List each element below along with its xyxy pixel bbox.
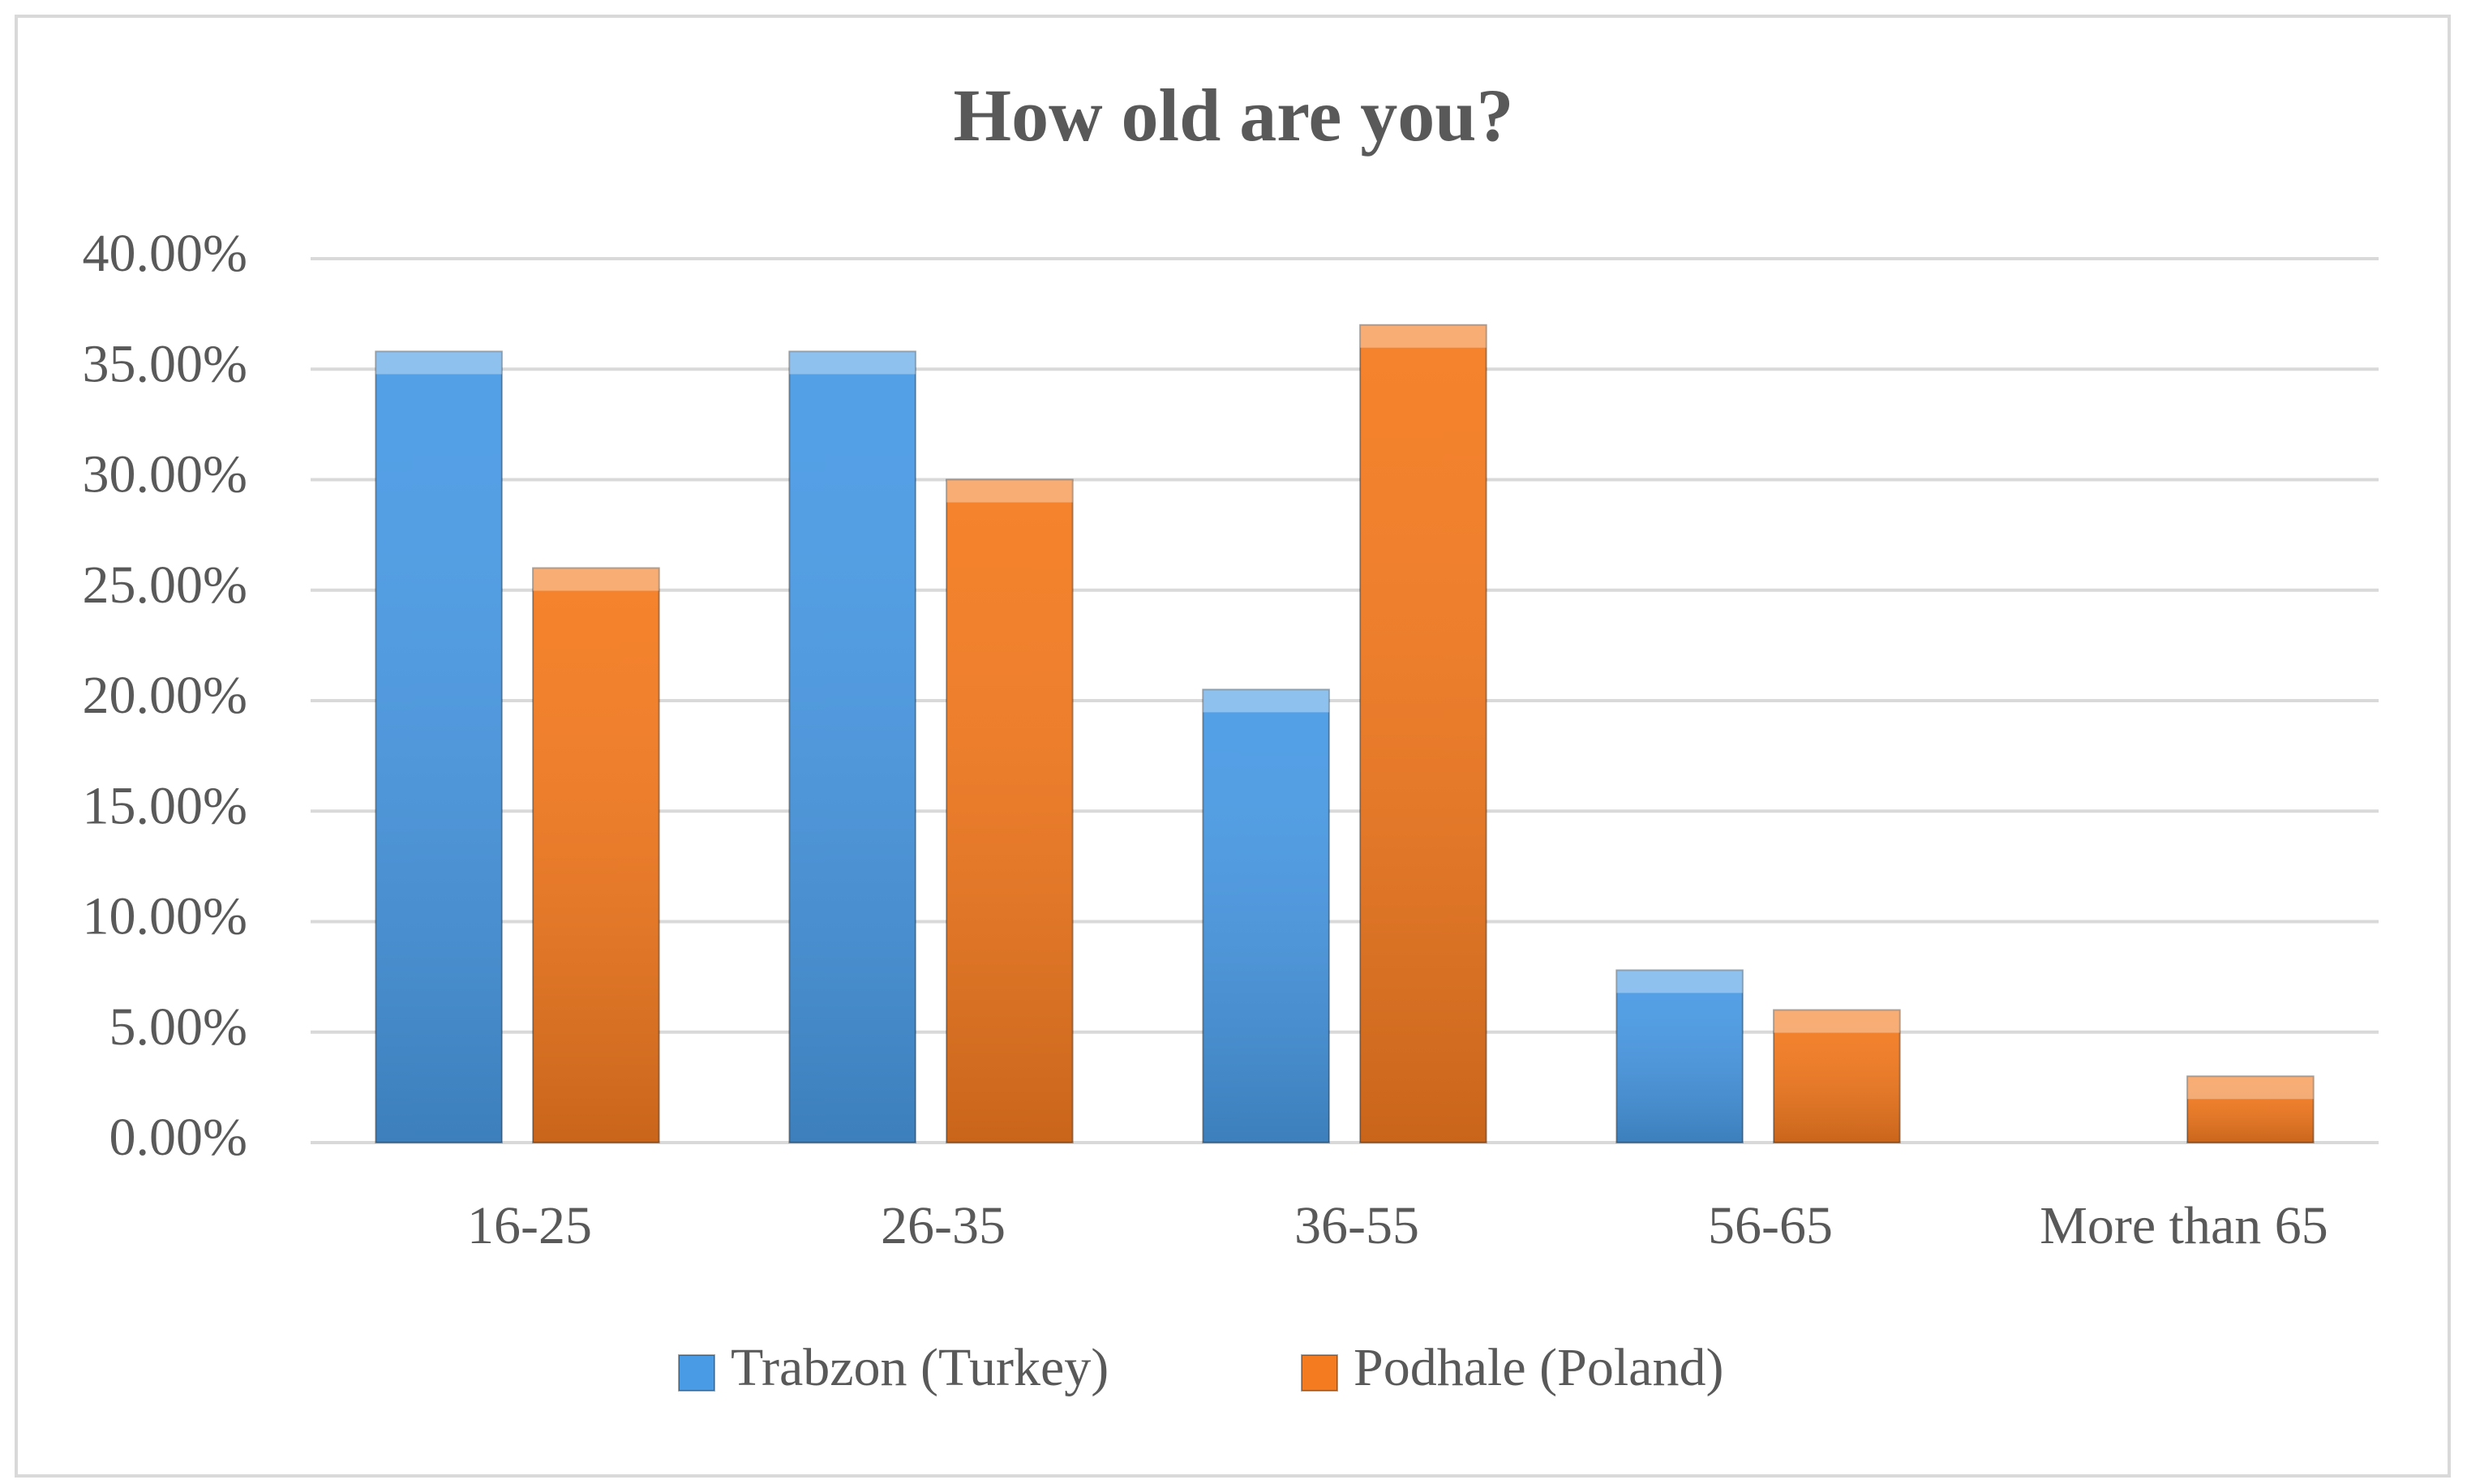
legend-label: Trabzon (Turkey) <box>731 1338 1109 1397</box>
y-tick-label: 35.00% <box>83 334 247 393</box>
y-tick-label: 25.00% <box>83 555 247 615</box>
bar-cap <box>946 479 1073 503</box>
legend-label: Podhale (Poland) <box>1354 1338 1723 1397</box>
bar-shade <box>1616 970 1743 1143</box>
y-tick-label: 40.00% <box>83 224 247 283</box>
legend-swatch <box>678 1354 715 1392</box>
x-tick-label: 56-65 <box>1708 1196 1833 1255</box>
bar-shade <box>1774 1010 1900 1143</box>
x-tick-label: More than 65 <box>2040 1196 2328 1255</box>
bar-cap <box>2187 1076 2314 1100</box>
bar-cap <box>1203 689 1329 713</box>
bar-cap <box>533 568 659 591</box>
y-tick-label: 15.00% <box>83 776 247 835</box>
y-tick-label: 20.00% <box>83 666 247 725</box>
x-tick-label: 16-25 <box>467 1196 592 1255</box>
bar-shade <box>789 351 916 1143</box>
bar-shade <box>1360 324 1487 1143</box>
y-tick-label: 5.00% <box>109 997 247 1057</box>
bar-shade <box>1203 689 1329 1143</box>
y-tick-label: 10.00% <box>83 887 247 946</box>
bar-cap <box>375 351 502 375</box>
bar-shade <box>533 568 659 1143</box>
y-tick-label: 0.00% <box>109 1108 247 1167</box>
bar-cap <box>1616 970 1743 993</box>
bar-shade <box>946 479 1073 1143</box>
y-tick-label: 30.00% <box>83 445 247 504</box>
bar-shade <box>375 351 502 1143</box>
x-tick-label: 36-55 <box>1294 1196 1419 1255</box>
bar-cap <box>789 351 916 375</box>
chart-title: How old are you? <box>954 74 1514 157</box>
bar-cap <box>1360 324 1487 348</box>
legend-swatch <box>1301 1354 1338 1392</box>
bar-cap <box>1774 1010 1900 1033</box>
x-tick-label: 26-35 <box>881 1196 1006 1255</box>
bar-shade <box>2187 1076 2314 1143</box>
